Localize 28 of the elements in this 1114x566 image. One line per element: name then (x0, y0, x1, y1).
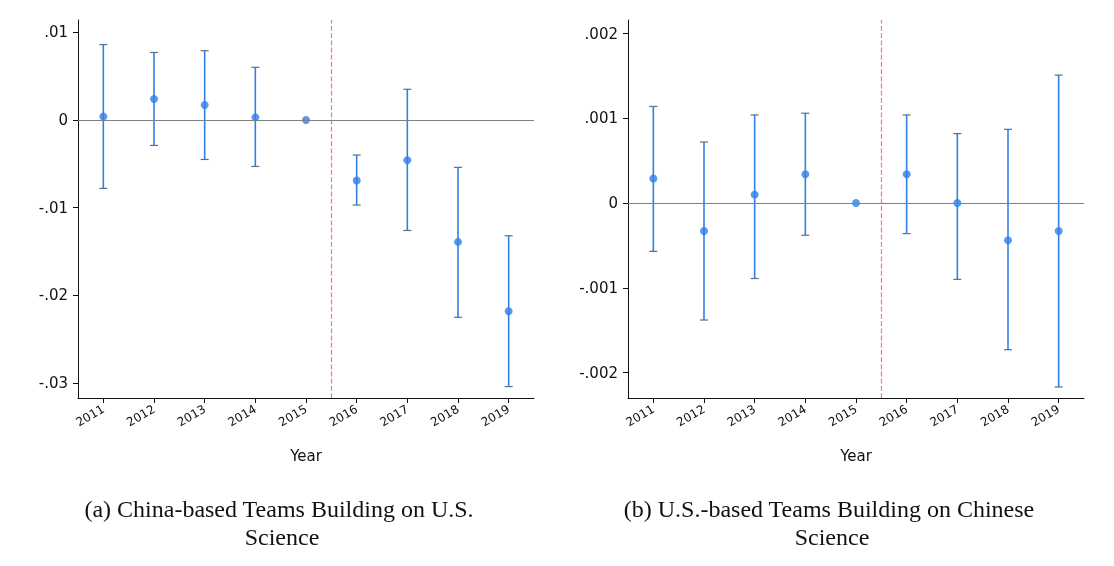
point (700, 227, 708, 236)
y-tick-label: 0 (58, 110, 68, 129)
point (504, 307, 513, 316)
point (150, 94, 158, 103)
point (454, 237, 462, 246)
point (99, 112, 108, 121)
point (403, 156, 412, 165)
point (352, 176, 361, 185)
point (649, 174, 658, 183)
y-tick-label: .002 (584, 24, 618, 43)
y-tick-label: .001 (584, 109, 618, 128)
x-axis-title: Year (839, 446, 873, 465)
text: (a) China-based Teams Building on U.S. Science (84, 496, 480, 550)
x-axis-title: Year (289, 446, 323, 465)
point (801, 170, 810, 179)
point (200, 101, 209, 110)
y-tick-label: 0 (608, 194, 618, 213)
text: (b) U.S.-based Teams Building on Chinese Science (623, 496, 1041, 550)
y-tick-label: -.03 (38, 374, 68, 393)
y-tick-label: -.002 (579, 363, 618, 382)
y-tick-label: -.02 (38, 286, 68, 305)
point (750, 190, 759, 199)
y-tick-label: .01 (44, 23, 68, 42)
point (902, 170, 911, 179)
point (1054, 227, 1063, 236)
point (1004, 236, 1012, 245)
y-tick-label: -.01 (38, 198, 68, 217)
y-tick-label: -.001 (579, 278, 618, 297)
